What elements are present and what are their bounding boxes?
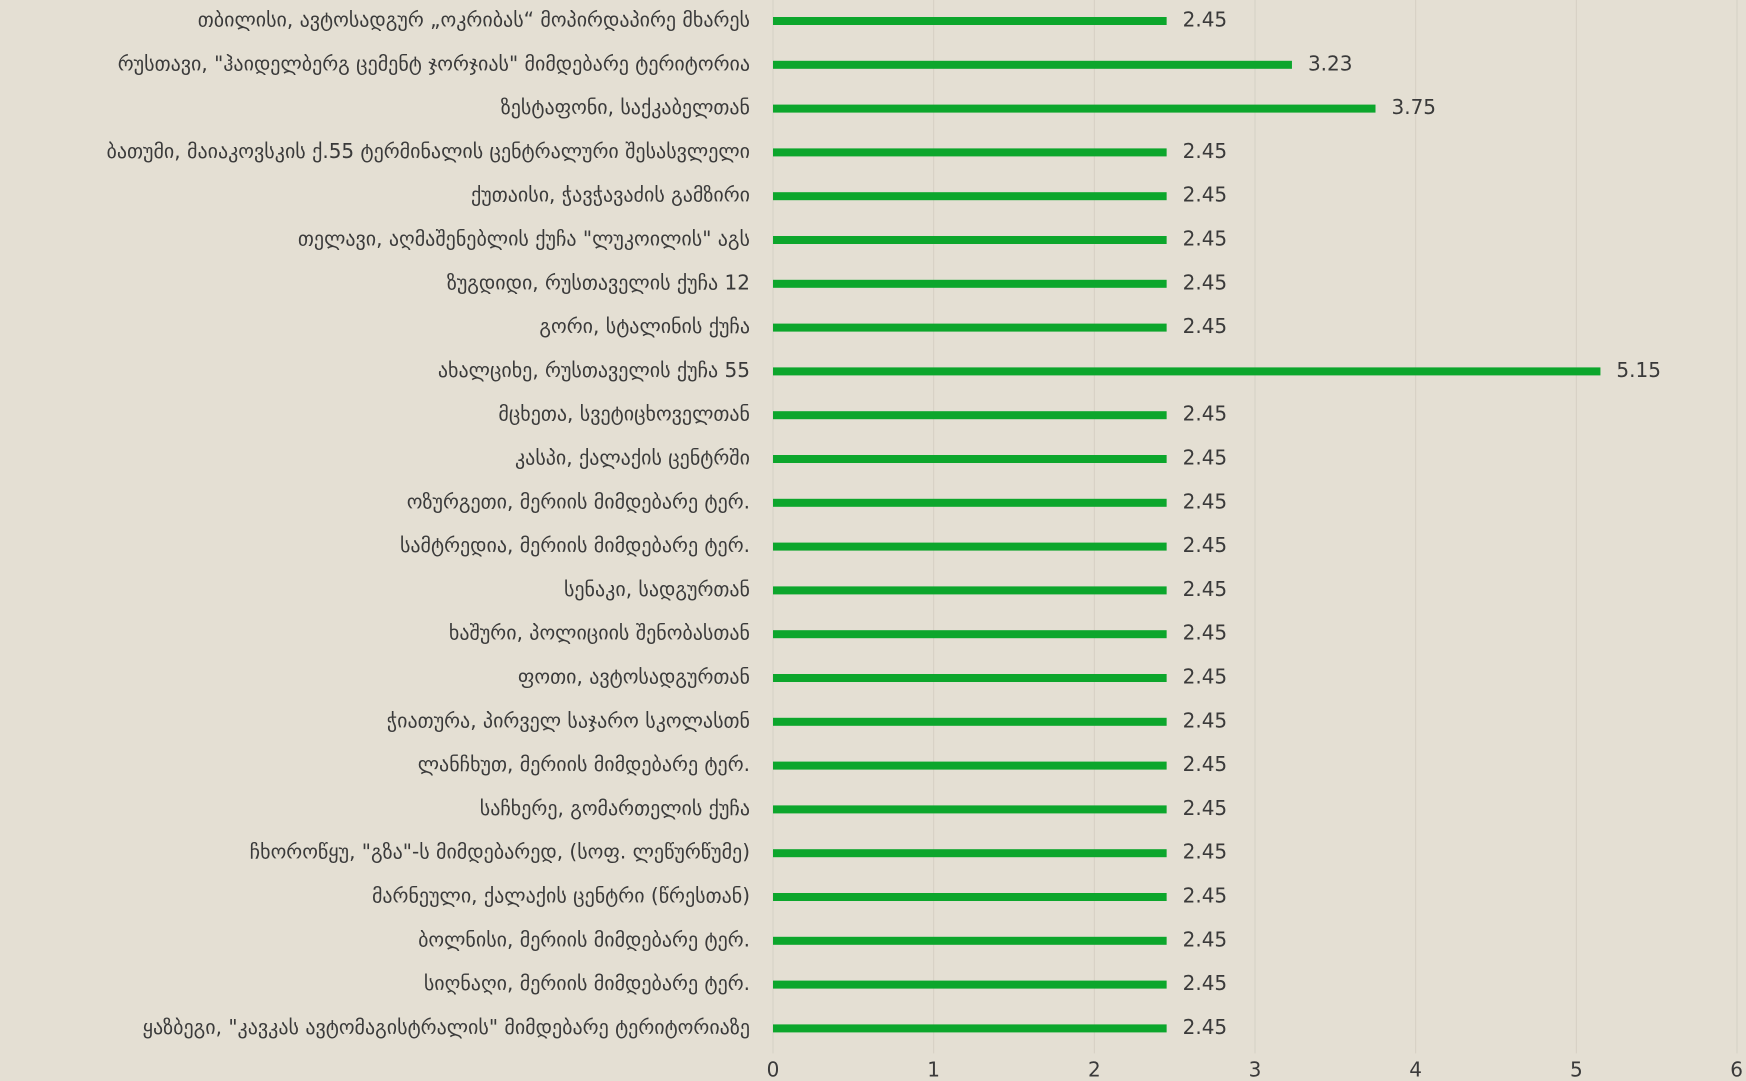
- bar: [773, 893, 1167, 901]
- y-tick-label: ახალციხე, რუსთაველის ქუჩა 55: [438, 358, 750, 382]
- value-label: 2.45: [1183, 270, 1228, 294]
- y-tick-label: ხაშური, პოლიციის შენობასთან: [449, 621, 750, 645]
- bar: [773, 805, 1167, 814]
- y-tick-label: ჭიათურა, პირველ საჯარო სკოლასთნ: [387, 708, 750, 732]
- value-label: 2.45: [1183, 1015, 1228, 1039]
- bar: [773, 761, 1167, 770]
- y-tick-label: გორი, სტალინის ქუჩა: [539, 314, 750, 338]
- y-tick-label: ზესტაფონი, საქკაბელთან: [501, 95, 750, 119]
- bar: [773, 104, 1376, 113]
- bar: [773, 60, 1292, 69]
- x-tick-label: 6: [1730, 1058, 1743, 1081]
- y-tick-label: თბილისი, ავტოსადგურ „ოკრიბას“ მოპირდაპირ…: [198, 8, 750, 32]
- value-label: 2.45: [1183, 314, 1228, 338]
- y-tick-label: ქუთაისი, ჭავჭავაძის გამზირი: [471, 183, 750, 207]
- y-tick-label: ჩხოროწყუ, "გზა"-ს მიმდებარედ, (სოფ. ლეწუ…: [250, 840, 750, 864]
- y-tick-label: ზუგდიდი, რუსთაველის ქუჩა 12: [447, 270, 750, 294]
- x-tick-label: 0: [767, 1058, 780, 1081]
- value-label: 2.45: [1183, 227, 1228, 251]
- bar: [773, 192, 1167, 201]
- y-tick-label: თელავი, აღმაშენებლის ქუჩა "ლუკოილის" აგს: [298, 227, 750, 251]
- x-tick-label: 2: [1088, 1058, 1101, 1081]
- value-label: 2.45: [1183, 489, 1228, 513]
- bar: [773, 411, 1167, 420]
- bar: [773, 717, 1167, 726]
- x-tick-label: 1: [927, 1058, 940, 1081]
- y-tick-label: ბათუმი, მაიაკოვსკის ქ.55 ტერმინალის ცენტ…: [107, 139, 751, 163]
- bar: [773, 542, 1167, 551]
- bar: [773, 367, 1601, 376]
- value-label: 2.45: [1183, 927, 1228, 951]
- y-tick-label: მარნეული, ქალაქის ცენტრი (წრესთან): [372, 884, 750, 908]
- y-tick-label: სამტრედია, მერიის მიმდებარე ტერ.: [400, 533, 750, 557]
- value-label: 3.75: [1392, 95, 1437, 119]
- bar: [773, 674, 1167, 682]
- y-tick-label: რუსთავი, "ჰაიდელბერგ ცემენტ ჯორჯიას" მიმ…: [118, 51, 750, 75]
- bar: [773, 17, 1167, 25]
- value-label: 2.45: [1183, 971, 1228, 995]
- bar: [773, 980, 1167, 989]
- x-tick-label: 3: [1249, 1058, 1262, 1081]
- bar: [773, 455, 1167, 463]
- value-label: 2.45: [1183, 183, 1228, 207]
- bar: [773, 323, 1167, 332]
- x-tick-label: 4: [1409, 1058, 1422, 1081]
- y-tick-label: ბოლნისი, მერიის მიმდებარე ტერ.: [418, 927, 750, 951]
- value-label: 2.45: [1183, 139, 1228, 163]
- y-tick-label: ფოთი, ავტოსადგურთან: [518, 665, 750, 689]
- value-label: 2.45: [1183, 621, 1228, 645]
- y-tick-label: მცხეთა, სვეტიცხოველთან: [498, 402, 750, 426]
- value-label: 3.23: [1308, 51, 1353, 75]
- y-tick-label: სენაკი, სადგურთან: [564, 577, 750, 601]
- bar: [773, 498, 1167, 507]
- value-label: 2.45: [1183, 752, 1228, 776]
- y-tick-label: ყაზბეგი, "კავკას ავტომაგისტრალის" მიმდებ…: [143, 1015, 750, 1039]
- y-tick-label: საჩხერე, გომართელის ქუჩა: [480, 796, 750, 820]
- bar: [773, 936, 1167, 945]
- value-label: 2.45: [1183, 884, 1228, 908]
- value-label: 2.45: [1183, 446, 1228, 470]
- value-label: 2.45: [1183, 796, 1228, 820]
- value-label: 2.45: [1183, 840, 1228, 864]
- y-tick-label: ოზურგეთი, მერიის მიმდებარე ტერ.: [407, 489, 750, 513]
- y-tick-label: სიღნაღი, მერიის მიმდებარე ტერ.: [424, 971, 750, 995]
- bar: [773, 148, 1167, 157]
- y-tick-label: კასპი, ქალაქის ცენტრში: [515, 446, 750, 470]
- value-label: 2.45: [1183, 665, 1228, 689]
- bar: [773, 849, 1167, 858]
- y-tick-label: ლანჩხუთ, მერიის მიმდებარე ტერ.: [418, 752, 750, 776]
- value-label: 2.45: [1183, 402, 1228, 426]
- value-label: 5.15: [1616, 358, 1661, 382]
- bar: [773, 586, 1167, 595]
- value-label: 2.45: [1183, 8, 1228, 32]
- x-tick-label: 5: [1570, 1058, 1583, 1081]
- value-label: 2.45: [1183, 533, 1228, 557]
- bar: [773, 236, 1167, 244]
- value-label: 2.45: [1183, 708, 1228, 732]
- bar: [773, 1024, 1167, 1033]
- bar: [773, 279, 1167, 288]
- bar: [773, 630, 1167, 639]
- value-label: 2.45: [1183, 577, 1228, 601]
